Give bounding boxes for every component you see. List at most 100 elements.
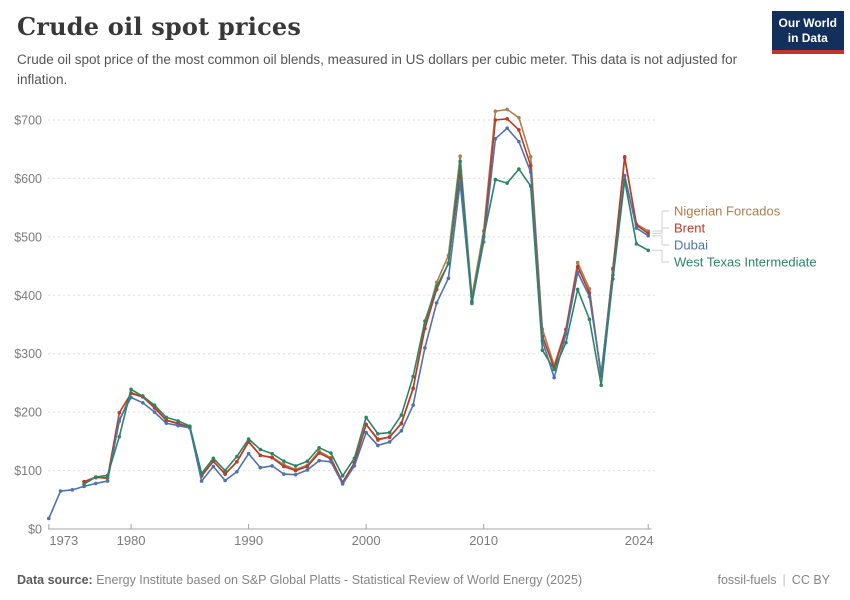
data-point-dubai <box>317 458 321 463</box>
chart-footer: Data source: Energy Institute based on S… <box>17 573 830 587</box>
data-point-brent <box>293 468 298 473</box>
data-point-dubai <box>152 410 157 414</box>
data-point-dubai <box>505 126 509 130</box>
data-point-dubai <box>446 276 451 281</box>
data-point-brent <box>270 455 274 460</box>
data-point-dubai <box>329 460 333 464</box>
data-point-dubai <box>399 429 404 433</box>
data-point-brent <box>117 410 122 415</box>
data-point-dubai <box>58 489 63 493</box>
data-point-dubai <box>129 395 133 400</box>
data-point-west-texas-intermediate <box>364 415 368 420</box>
data-point-west-texas-intermediate <box>246 437 251 441</box>
data-point-dubai <box>235 469 239 474</box>
data-point-dubai <box>622 173 627 178</box>
data-point-west-texas-intermediate <box>117 434 122 439</box>
data-point-brent <box>329 457 333 461</box>
y-axis-label: $400 <box>14 289 42 303</box>
data-point-dubai <box>105 479 110 483</box>
data-point-west-texas-intermediate <box>528 184 533 188</box>
data-point-west-texas-intermediate <box>493 177 498 182</box>
data-point-west-texas-intermediate <box>340 474 345 478</box>
legend-leader-line <box>652 210 669 232</box>
data-point-west-texas-intermediate <box>105 473 110 478</box>
legend-label-west-texas-intermediate[interactable]: West Texas Intermediate <box>674 255 817 270</box>
data-point-dubai <box>117 417 122 422</box>
data-point-dubai <box>423 346 427 350</box>
data-point-west-texas-intermediate <box>141 394 145 399</box>
series-line-dubai[interactable] <box>48 127 649 519</box>
data-point-dubai <box>387 440 392 444</box>
data-point-brent <box>528 163 533 168</box>
data-point-west-texas-intermediate <box>164 415 169 420</box>
data-point-west-texas-intermediate <box>352 456 357 461</box>
owid-logo-line1: Our World <box>778 16 837 30</box>
data-point-west-texas-intermediate <box>458 159 462 164</box>
data-point-dubai <box>493 136 498 141</box>
x-axis-label: 2010 <box>469 533 498 548</box>
data-point-nigerian-forcados <box>528 155 533 159</box>
data-point-dubai <box>141 400 145 405</box>
data-point-west-texas-intermediate <box>282 459 286 464</box>
data-point-brent <box>235 460 239 464</box>
data-point-dubai <box>517 139 521 144</box>
data-point-dubai <box>211 464 216 469</box>
page-title: Crude oil spot prices <box>17 12 302 41</box>
x-axis-label: 2024 <box>625 533 654 548</box>
series-line-brent[interactable] <box>83 118 649 484</box>
data-point-west-texas-intermediate <box>599 383 603 388</box>
data-point-west-texas-intermediate <box>517 167 521 171</box>
footer-separator: | <box>782 573 786 587</box>
data-point-west-texas-intermediate <box>434 284 439 289</box>
data-point-west-texas-intermediate <box>446 261 451 266</box>
data-point-west-texas-intermediate <box>329 451 333 455</box>
data-point-west-texas-intermediate <box>211 456 216 461</box>
data-point-west-texas-intermediate <box>129 387 133 392</box>
data-point-brent <box>164 418 169 423</box>
data-point-west-texas-intermediate <box>176 419 180 423</box>
y-axis-label: $500 <box>14 230 42 244</box>
data-point-dubai <box>340 482 345 486</box>
data-point-west-texas-intermediate <box>293 464 298 468</box>
data-point-west-texas-intermediate <box>188 424 192 428</box>
data-point-dubai <box>282 472 286 476</box>
data-point-dubai <box>246 451 251 456</box>
data-point-west-texas-intermediate <box>587 317 592 322</box>
data-point-dubai <box>564 332 568 336</box>
data-point-dubai <box>528 170 533 174</box>
data-point-west-texas-intermediate <box>199 471 204 476</box>
legend-label-nigerian-forcados[interactable]: Nigerian Forcados <box>674 204 781 219</box>
series-line-west-texas-intermediate[interactable] <box>83 160 649 485</box>
data-point-nigerian-forcados <box>575 260 580 265</box>
topic-link[interactable]: fossil-fuels <box>717 573 777 587</box>
x-axis-label: 1980 <box>117 533 146 548</box>
legend-label-dubai[interactable]: Dubai <box>674 238 708 253</box>
price-line-chart[interactable]: $0 $100 $200 $300 $400 $500 $600 $700 1973 1980 19… <box>0 95 850 560</box>
data-point-west-texas-intermediate <box>376 431 380 436</box>
data-point-west-texas-intermediate <box>481 235 486 239</box>
owid-logo-line2: in Data <box>787 31 828 45</box>
data-point-brent <box>622 155 627 159</box>
data-point-dubai <box>199 479 204 483</box>
data-point-west-texas-intermediate <box>611 277 615 281</box>
data-point-brent <box>223 472 227 476</box>
data-point-nigerian-forcados <box>458 154 462 159</box>
legend-label-brent[interactable]: Brent <box>674 221 705 236</box>
data-point-west-texas-intermediate <box>270 451 274 456</box>
data-source-text: Energy Institute based on S&P Global Pla… <box>96 573 583 587</box>
data-point-west-texas-intermediate <box>540 348 545 353</box>
data-point-dubai <box>305 468 310 472</box>
data-point-brent <box>376 437 380 441</box>
chart-subtitle: Crude oil spot price of the most common … <box>17 52 738 87</box>
data-point-brent <box>505 117 509 121</box>
legend-leader-line <box>652 227 669 234</box>
license-link[interactable]: CC BY <box>791 573 830 587</box>
data-point-dubai <box>552 375 556 380</box>
data-point-west-texas-intermediate <box>235 454 239 459</box>
owid-logo[interactable]: Our World in Data <box>771 11 844 54</box>
data-point-west-texas-intermediate <box>470 299 474 303</box>
data-point-west-texas-intermediate <box>305 459 310 464</box>
data-point-dubai <box>164 421 169 426</box>
data-point-dubai <box>223 478 227 483</box>
